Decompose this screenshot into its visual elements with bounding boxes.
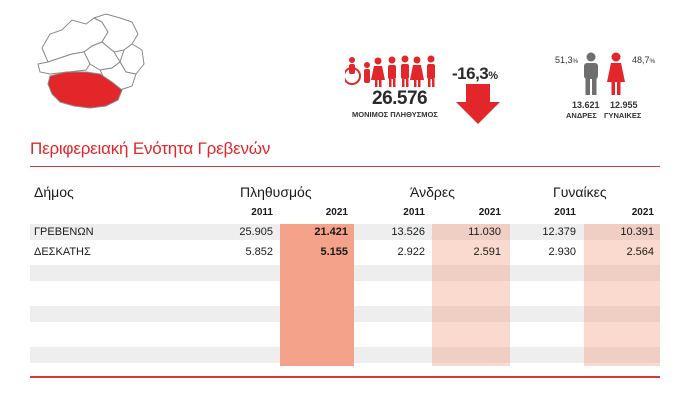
men-count: 13.621 xyxy=(572,100,600,110)
title-divider xyxy=(30,166,660,167)
table-cell: 11.030 xyxy=(468,226,501,238)
header-population: Πληθυσμός xyxy=(240,184,312,200)
change-unit: % xyxy=(488,70,498,82)
table-cell: 2.930 xyxy=(548,246,576,258)
year-header: 2021 xyxy=(325,207,348,218)
table-cell: 12.379 xyxy=(542,226,576,238)
header-men: Άνδρες xyxy=(410,184,455,200)
family-icon xyxy=(345,55,435,87)
region-title: Περιφερειακή Ενότητα Γρεβενών xyxy=(30,139,271,158)
table-cell: 5.155 xyxy=(320,246,348,258)
table-cell: 21.421 xyxy=(314,226,348,238)
table-cell: 2.564 xyxy=(626,246,654,258)
women-count: 12.955 xyxy=(610,100,638,110)
women-share: 48,7% xyxy=(632,55,656,65)
header-women: Γυναίκες xyxy=(553,184,607,200)
highlighted-region xyxy=(47,71,123,109)
down-arrow-icon xyxy=(456,84,500,124)
municipality-name: ΓΡΕΒΕΝΩΝ xyxy=(34,226,94,238)
table-cell: 5.852 xyxy=(245,246,273,258)
region-map-icon xyxy=(37,13,145,109)
women-2021-column xyxy=(584,224,660,366)
man-icon xyxy=(584,52,598,95)
year-header: 2021 xyxy=(478,207,501,218)
total-population-label: ΜΟΝΙΜΟΣ ΠΛΗΘΥΣΜΟΣ xyxy=(352,110,438,119)
table-cell: 10.391 xyxy=(620,226,654,238)
table-bottom-rule xyxy=(30,376,660,378)
total-population: 26.576 xyxy=(372,88,428,109)
population-change: -16,3% xyxy=(452,64,498,84)
year-header: 2011 xyxy=(554,207,576,218)
population-2021-column xyxy=(280,224,354,366)
men-label: ΑΝΔΡΕΣ xyxy=(566,111,597,120)
men-share: 51,3% xyxy=(555,55,579,65)
municipality-name: ΔΕΣΚΑΤΗΣ xyxy=(34,246,91,258)
men-2021-column xyxy=(432,224,510,366)
change-number: -16,3 xyxy=(452,64,489,83)
women-label: ΓΥΝΑΙΚΕΣ xyxy=(604,111,642,120)
table-cell: 13.526 xyxy=(391,226,425,238)
header-municipality: Δήμος xyxy=(34,184,74,200)
table-cell: 2.591 xyxy=(473,246,501,258)
table-cell: 2.922 xyxy=(397,246,425,258)
year-header: 2011 xyxy=(251,207,273,218)
year-header: 2021 xyxy=(631,207,654,218)
woman-icon xyxy=(607,52,625,95)
year-header: 2011 xyxy=(403,207,425,218)
table-cell: 25.905 xyxy=(239,226,273,238)
